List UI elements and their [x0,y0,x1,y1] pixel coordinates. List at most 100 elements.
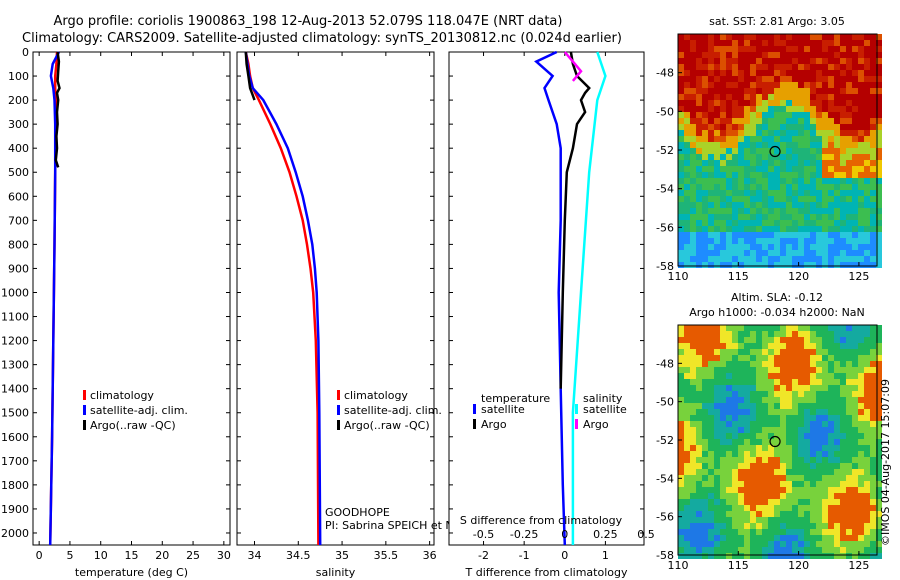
map-cell [684,154,690,160]
map-cell [708,481,714,487]
map-cell [738,46,744,52]
map-cell [696,349,702,355]
map-cell [684,214,690,220]
map-cell [810,421,816,427]
map-cell [876,547,882,553]
map-cell [792,517,798,523]
map-cell [756,82,762,88]
map-cell [828,409,834,415]
map-cell [858,547,864,553]
map-cell [720,124,726,130]
map-cell [708,178,714,184]
map-cell [786,220,792,226]
map-cell [696,196,702,202]
map-cell [708,46,714,52]
map-cell [678,202,684,208]
legend-label: Argo(..raw -QC) [344,419,430,432]
map-cell [756,463,762,469]
map-cell [702,361,708,367]
map-cell [852,70,858,76]
map-cell [780,547,786,553]
map-cell [780,511,786,517]
map-cell [678,88,684,94]
map-cell [726,487,732,493]
map-cell [774,385,780,391]
map-cell [858,355,864,361]
map-cell [768,427,774,433]
map-cell [816,439,822,445]
map-cell [678,244,684,250]
map-cell [684,325,690,331]
map-cell [714,373,720,379]
map-cell [834,244,840,250]
map-cell [840,499,846,505]
map-cell [876,325,882,331]
map-cell [774,331,780,337]
map-cell [768,136,774,142]
map-cell [780,463,786,469]
map-cell [774,499,780,505]
map-cell [792,421,798,427]
map-cell [732,226,738,232]
map-cell [786,106,792,112]
map-y-tick-label: -48 [656,357,674,370]
map-cell [768,88,774,94]
map-cell [708,427,714,433]
map-cell [690,88,696,94]
map-cell [858,166,864,172]
map-cell [768,403,774,409]
map-cell [708,58,714,64]
map-cell [780,64,786,70]
map-cell [768,160,774,166]
map-cell [810,499,816,505]
map-cell [678,433,684,439]
map-cell [720,208,726,214]
map-cell [822,172,828,178]
map-cell [876,76,882,82]
map-cell [732,52,738,58]
map-cell [774,34,780,40]
map-cell [798,469,804,475]
map-cell [690,82,696,88]
map-cell [864,409,870,415]
map-cell [822,88,828,94]
map-cell [720,511,726,517]
map-cell [750,124,756,130]
map-cell [702,355,708,361]
map-cell [798,148,804,154]
map-cell [774,46,780,52]
map-cell [732,238,738,244]
map-cell [870,112,876,118]
map-cell [804,409,810,415]
map-cell [696,457,702,463]
map-cell [840,124,846,130]
map-cell [750,415,756,421]
map-cell [852,391,858,397]
map-cell [684,475,690,481]
map-cell [816,373,822,379]
map-cell [876,88,882,94]
map-cell [786,391,792,397]
map-cell [690,355,696,361]
map-cell [714,166,720,172]
map-cell [690,256,696,262]
map-cell [702,373,708,379]
map-cell [774,409,780,415]
map-cell [798,40,804,46]
map-y-tick-label: -58 [656,260,674,273]
map-cell [870,82,876,88]
map-cell [696,256,702,262]
map-cell [708,355,714,361]
map-cell [732,202,738,208]
map-cell [858,88,864,94]
map-cell [696,40,702,46]
map-cell [816,154,822,160]
map-cell [828,385,834,391]
map-cell [762,118,768,124]
map-cell [744,517,750,523]
map-cell [708,529,714,535]
map-cell [822,397,828,403]
map-cell [786,385,792,391]
map-cell [858,46,864,52]
map-cell [840,202,846,208]
